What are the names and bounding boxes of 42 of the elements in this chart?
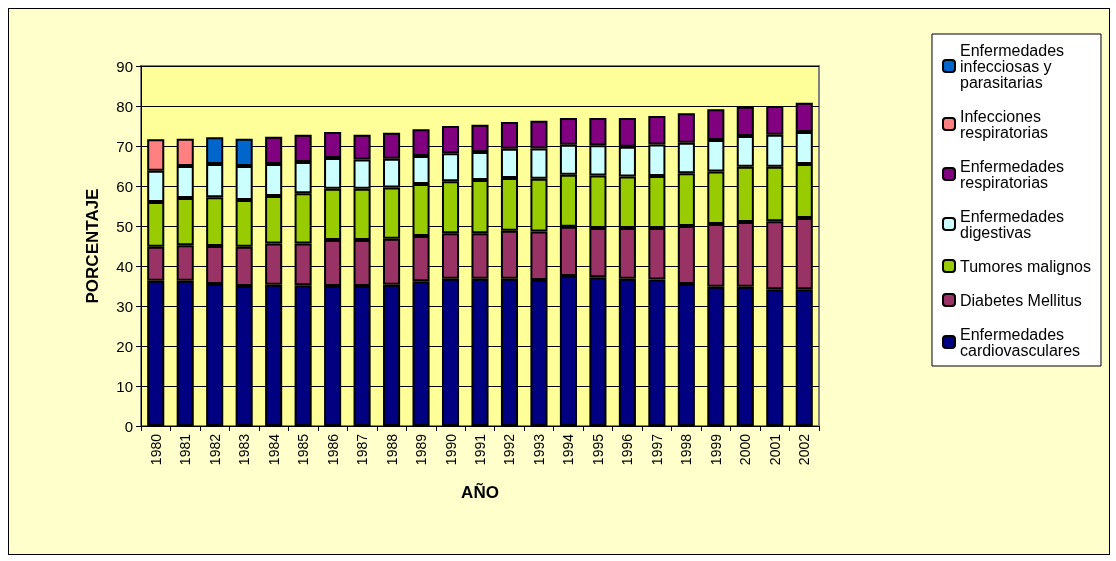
x-tick-label: 1981 bbox=[177, 433, 194, 466]
x-tick-label: 1996 bbox=[619, 433, 636, 466]
x-tick-label: 1998 bbox=[678, 433, 695, 466]
legend-label: Infecciones respiratorias bbox=[959, 107, 1049, 141]
x-tick-label: 1994 bbox=[560, 433, 577, 466]
legend-label: Enfermedades infecciosas y parasitarias bbox=[959, 41, 1069, 91]
x-tick-label: 1990 bbox=[442, 433, 459, 466]
y-tick-label: 70 bbox=[116, 137, 133, 155]
legend-label: Diabetes Mellitus bbox=[959, 291, 1082, 309]
legend-label: Enfermedades digestivas bbox=[959, 207, 1069, 241]
legend-label: Enfermedades cardiovasculares bbox=[959, 325, 1081, 359]
legend-label: Tumores malignos bbox=[959, 257, 1092, 275]
x-tick-label: 1987 bbox=[354, 433, 371, 466]
x-tick-label: 1985 bbox=[295, 433, 312, 466]
y-axis-title: PORCENTAJE bbox=[83, 188, 102, 304]
x-tick-label: 1980 bbox=[147, 433, 164, 466]
x-tick-label: 1986 bbox=[324, 433, 341, 466]
x-tick-label: 1984 bbox=[265, 433, 282, 466]
x-axis-title: AÑO bbox=[461, 482, 499, 502]
x-tick-label: 2002 bbox=[796, 433, 813, 466]
x-tick-label: 1982 bbox=[206, 433, 223, 466]
y-tick-label: 40 bbox=[116, 257, 133, 275]
x-tick-label: 1997 bbox=[648, 433, 665, 466]
x-tick-label: 1989 bbox=[413, 433, 430, 466]
x-tick-label: 1992 bbox=[501, 433, 518, 466]
legend-label: Enfermedades respiratorias bbox=[959, 157, 1069, 191]
y-tick-label: 20 bbox=[116, 337, 133, 355]
x-tick-label: 1991 bbox=[472, 433, 488, 466]
y-tick-label: 60 bbox=[116, 177, 133, 195]
y-tick-label: 90 bbox=[116, 57, 133, 75]
y-tick-label: 50 bbox=[116, 217, 133, 235]
y-tick-label: 0 bbox=[124, 417, 133, 435]
x-tick-label: 2000 bbox=[737, 433, 754, 466]
y-tick-label: 80 bbox=[116, 97, 133, 115]
x-tick-label: 1993 bbox=[530, 433, 547, 466]
x-tick-label: 1983 bbox=[236, 433, 253, 466]
x-tick-label: 2001 bbox=[766, 433, 783, 466]
y-tick-label: 30 bbox=[116, 297, 133, 315]
x-tick-label: 1995 bbox=[589, 433, 606, 466]
x-tick-label: 1988 bbox=[383, 433, 400, 466]
y-tick-label: 10 bbox=[116, 377, 133, 395]
x-tick-label: 1999 bbox=[707, 433, 724, 466]
